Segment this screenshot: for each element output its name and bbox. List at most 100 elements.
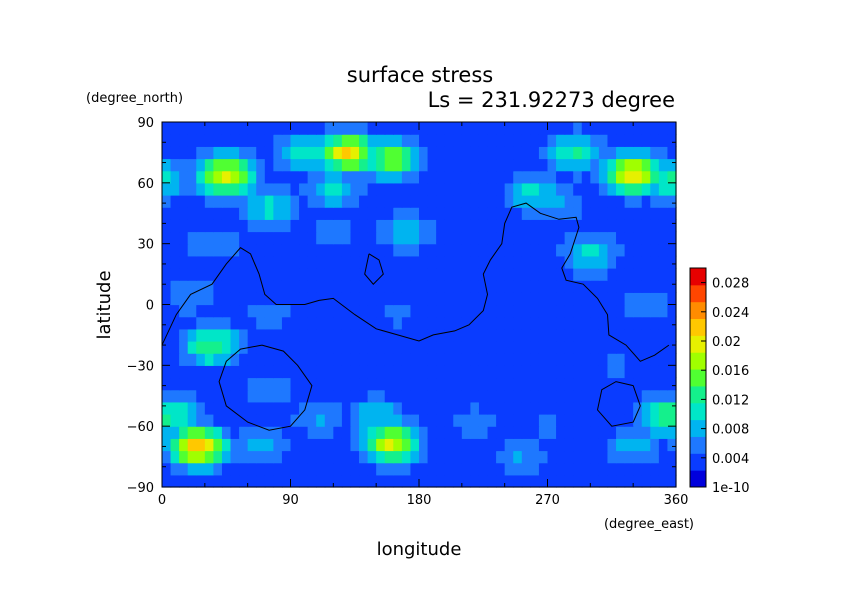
- heatmap-cell: [213, 134, 223, 147]
- heatmap-cell: [436, 255, 446, 269]
- heatmap-cell: [341, 134, 352, 147]
- heatmap-cell: [376, 195, 386, 208]
- heatmap-cell: [307, 122, 317, 135]
- heatmap-cell: [256, 231, 266, 245]
- heatmap-cell: [162, 280, 172, 293]
- heatmap-cell: [204, 146, 214, 160]
- heatmap-cell: [564, 243, 574, 257]
- heatmap-cell: [179, 462, 189, 476]
- heatmap-cell: [650, 158, 660, 172]
- heatmap-cell: [359, 158, 369, 172]
- heatmap-cell: [273, 414, 283, 427]
- heatmap-cell: [633, 353, 643, 366]
- heatmap-cell: [581, 438, 591, 452]
- heatmap-cell: [624, 316, 634, 330]
- heatmap-cell: [598, 450, 609, 464]
- heatmap-cell: [573, 389, 583, 403]
- heatmap-cell: [573, 304, 583, 318]
- heatmap-cell: [401, 474, 412, 488]
- heatmap-cell: [204, 219, 214, 233]
- heatmap-cell: [650, 414, 660, 427]
- heatmap-cell: [461, 255, 471, 269]
- heatmap-cell: [350, 353, 360, 366]
- heatmap-cell: [239, 146, 249, 160]
- heatmap-cell: [384, 268, 394, 281]
- heatmap-cell: [410, 328, 420, 342]
- heatmap-cell: [598, 146, 609, 160]
- heatmap-cell: [350, 146, 360, 160]
- heatmap-cell: [624, 328, 634, 342]
- heatmap-cell: [359, 231, 369, 245]
- heatmap-cell: [247, 134, 257, 147]
- heatmap-cell: [581, 450, 591, 464]
- heatmap-cell: [667, 207, 677, 220]
- heatmap-cell: [581, 122, 591, 135]
- heatmap-cell: [401, 353, 412, 366]
- heatmap-cell: [187, 304, 197, 318]
- heatmap-cell: [658, 195, 669, 208]
- heatmap-cell: [496, 243, 506, 257]
- heatmap-cell: [384, 292, 394, 306]
- heatmap-cell: [530, 280, 540, 293]
- heatmap-cell: [641, 134, 651, 147]
- heatmap-cell: [598, 170, 609, 184]
- heatmap-cell: [239, 231, 249, 245]
- heatmap-cell: [401, 231, 412, 245]
- heatmap-cell: [650, 255, 660, 269]
- heatmap-cell: [607, 219, 617, 233]
- heatmap-cell: [410, 401, 420, 415]
- heatmap-cell: [436, 462, 446, 476]
- heatmap-cell: [179, 389, 189, 403]
- heatmap-cell: [247, 292, 257, 306]
- heatmap-cell: [410, 316, 420, 330]
- heatmap-cell: [444, 122, 454, 135]
- heatmap-cell: [444, 280, 454, 293]
- heatmap-cell: [538, 292, 549, 306]
- heatmap-cell: [393, 474, 403, 488]
- y-axis-label: latitude: [94, 270, 115, 339]
- heatmap-cell: [239, 292, 249, 306]
- heatmap-cell: [410, 158, 420, 172]
- heatmap-cell: [461, 280, 471, 293]
- heatmap-cell: [393, 182, 403, 196]
- heatmap-cell: [350, 474, 360, 488]
- heatmap-cell: [641, 243, 651, 257]
- heatmap-cell: [573, 182, 583, 196]
- heatmap-cell: [307, 377, 317, 391]
- heatmap-cell: [658, 122, 669, 135]
- heatmap-cell: [256, 328, 266, 342]
- heatmap-cell: [230, 243, 240, 257]
- heatmap-cell: [264, 316, 274, 330]
- heatmap-cell: [213, 474, 223, 488]
- heatmap-cell: [667, 158, 677, 172]
- heatmap-cell: [213, 450, 223, 464]
- chart-title: surface stress: [347, 63, 493, 87]
- heatmap-cell: [359, 341, 369, 354]
- heatmap-cell: [170, 450, 180, 464]
- heatmap-cell: [273, 134, 283, 147]
- heatmap-cell: [341, 377, 352, 391]
- heatmap-cell: [667, 426, 677, 439]
- heatmap-cell: [281, 365, 292, 379]
- heatmap-cell: [427, 292, 437, 306]
- heatmap-cell: [504, 426, 514, 439]
- heatmap-cell: [530, 316, 540, 330]
- heatmap-cell: [556, 195, 566, 208]
- heatmap-cell: [162, 195, 172, 208]
- heatmap-cell: [547, 353, 557, 366]
- heatmap-cell: [281, 389, 292, 403]
- heatmap-cell: [513, 158, 523, 172]
- heatmap-cell: [359, 316, 369, 330]
- heatmap-cell: [333, 316, 343, 330]
- heatmap-cell: [556, 243, 566, 257]
- heatmap-cell: [247, 280, 257, 293]
- heatmap-cell: [307, 401, 317, 415]
- heatmap-cell: [633, 231, 643, 245]
- heatmap-cell: [359, 219, 369, 233]
- heatmap-cell: [196, 182, 206, 196]
- heatmap-cell: [667, 146, 677, 160]
- heatmap-cell: [256, 341, 266, 354]
- heatmap-cell: [384, 474, 394, 488]
- heatmap-cell: [667, 401, 677, 415]
